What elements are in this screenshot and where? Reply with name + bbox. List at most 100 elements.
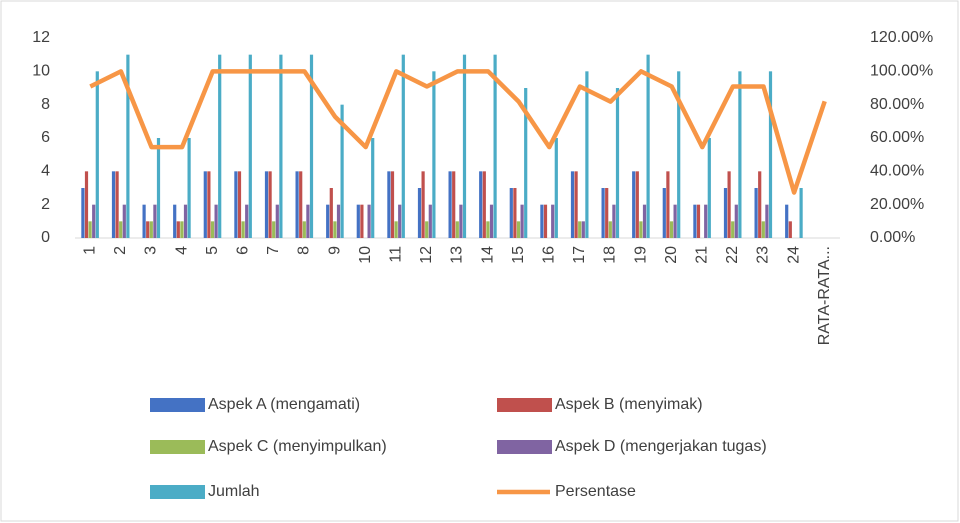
bar bbox=[234, 171, 238, 238]
bar bbox=[371, 138, 375, 238]
bar bbox=[264, 171, 269, 238]
bar bbox=[146, 221, 150, 238]
line bbox=[89, 69, 827, 195]
bar bbox=[608, 221, 612, 238]
bar bbox=[329, 188, 333, 238]
y2-tick-label: 40.00% bbox=[870, 163, 924, 180]
bar bbox=[237, 171, 242, 238]
bar bbox=[543, 204, 548, 238]
bar bbox=[187, 138, 191, 238]
bar bbox=[677, 71, 681, 238]
x-tick-label: 10 bbox=[357, 246, 374, 264]
bar bbox=[673, 204, 677, 238]
bar bbox=[95, 71, 99, 238]
y-tick-label: 0 bbox=[41, 229, 50, 246]
x-tick-label: 19 bbox=[632, 246, 649, 264]
bar bbox=[704, 204, 708, 238]
y2-tick-label: 60.00% bbox=[870, 129, 924, 146]
bar bbox=[788, 221, 792, 238]
legend-swatch bbox=[497, 398, 552, 412]
bar bbox=[183, 204, 188, 238]
legend-label: Aspek C (menyimpulkan) bbox=[208, 438, 387, 455]
bar bbox=[241, 221, 245, 238]
bar bbox=[459, 204, 463, 238]
x-tick-label: 7 bbox=[265, 246, 282, 255]
bar bbox=[632, 171, 636, 238]
x-tick-label: 1 bbox=[82, 246, 99, 255]
bar bbox=[799, 188, 803, 238]
bar bbox=[126, 54, 130, 238]
bar bbox=[295, 171, 299, 238]
bar bbox=[581, 221, 585, 238]
bar bbox=[299, 171, 303, 238]
y-tick-label: 12 bbox=[32, 29, 50, 46]
legend-swatch bbox=[150, 398, 205, 412]
y2-tick-label: 0.00% bbox=[870, 229, 915, 246]
bar bbox=[666, 171, 670, 238]
x-tick-label: 16 bbox=[541, 246, 558, 264]
bar bbox=[401, 54, 405, 238]
y-tick-label: 2 bbox=[41, 196, 50, 213]
bar bbox=[176, 221, 180, 238]
x-tick-label: 13 bbox=[449, 246, 466, 264]
legend-label: Aspek A (mengamati) bbox=[208, 396, 360, 413]
x-tick-label: 20 bbox=[663, 246, 680, 264]
bar bbox=[455, 221, 459, 238]
bar bbox=[482, 171, 486, 238]
bar bbox=[540, 204, 544, 238]
bar bbox=[761, 221, 765, 238]
bar bbox=[486, 221, 490, 238]
x-tick-label: 4 bbox=[173, 246, 190, 255]
bar bbox=[81, 188, 85, 238]
bar bbox=[462, 54, 467, 238]
bar bbox=[115, 171, 119, 238]
bar bbox=[693, 204, 697, 238]
bar bbox=[367, 204, 371, 238]
x-tick-label: 18 bbox=[602, 246, 619, 264]
bar bbox=[768, 71, 773, 238]
bar bbox=[509, 188, 513, 238]
x-tick-label: 9 bbox=[326, 246, 343, 255]
bar bbox=[727, 171, 731, 238]
bar bbox=[425, 221, 429, 238]
bar bbox=[88, 221, 92, 238]
bar bbox=[738, 71, 742, 238]
legend-swatch bbox=[150, 485, 205, 499]
bar bbox=[612, 204, 616, 238]
bar bbox=[122, 204, 126, 238]
x-tick-label: 6 bbox=[235, 246, 252, 255]
bar bbox=[210, 221, 215, 238]
y-tick-label: 4 bbox=[41, 163, 50, 180]
x-tick-label: 14 bbox=[479, 246, 496, 264]
bar bbox=[356, 204, 360, 238]
bar bbox=[156, 138, 161, 238]
bar bbox=[662, 188, 666, 238]
bar bbox=[585, 71, 589, 238]
bar bbox=[758, 171, 762, 238]
bar bbox=[340, 104, 344, 239]
bar bbox=[513, 188, 517, 238]
bar bbox=[218, 54, 222, 238]
x-tick-label: 11 bbox=[388, 246, 405, 263]
bar bbox=[765, 204, 769, 238]
x-tick-label: 24 bbox=[785, 246, 802, 264]
bar bbox=[754, 188, 758, 238]
bar bbox=[574, 171, 578, 238]
legend: Aspek A (mengamati) Aspek B (menyimak) Asp… bbox=[150, 396, 767, 500]
legend-label: Jumlah bbox=[208, 483, 260, 500]
bar bbox=[642, 204, 647, 238]
bar bbox=[635, 171, 639, 238]
x-tick-label: RATA-RATA... bbox=[816, 246, 833, 345]
bar bbox=[417, 188, 422, 238]
bar bbox=[142, 204, 146, 238]
bar bbox=[360, 204, 364, 238]
y2-tick-label: 80.00% bbox=[870, 96, 924, 113]
bar bbox=[333, 221, 337, 238]
y2-tick-label: 120.00% bbox=[870, 29, 933, 46]
y2-tick-label: 100.00% bbox=[870, 63, 933, 80]
x-tick-label: 15 bbox=[510, 246, 527, 264]
bar bbox=[448, 171, 452, 238]
x-tick-label: 3 bbox=[143, 246, 160, 255]
legend-swatch bbox=[150, 440, 205, 454]
